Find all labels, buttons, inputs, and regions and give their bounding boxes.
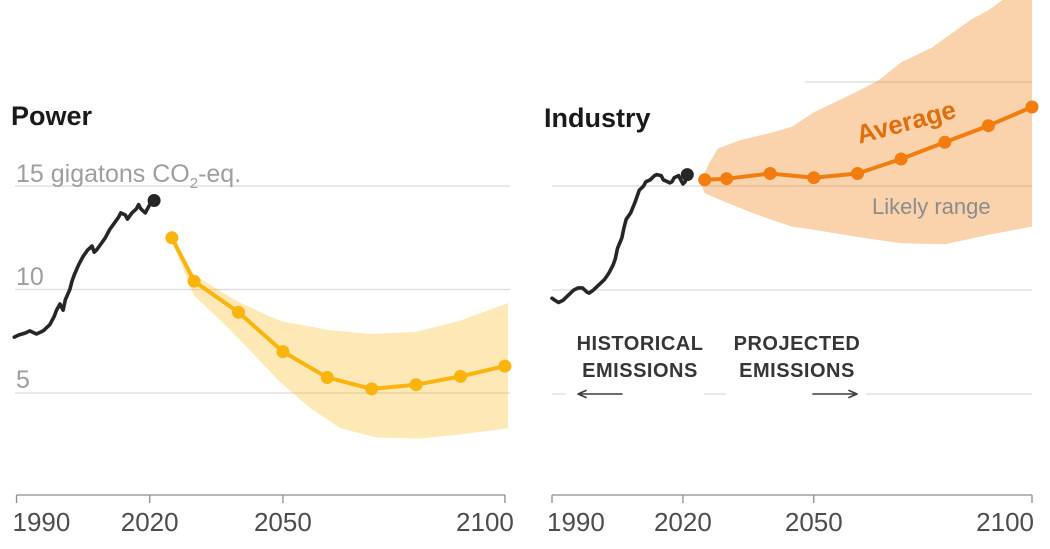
y-axis-label-subscript: 2 [189, 175, 199, 192]
historical-end-dot [147, 194, 161, 207]
historical-line [12, 198, 156, 339]
y-axis-label-post: -eq. [198, 160, 242, 188]
projection-dot [698, 173, 712, 187]
projection-dot [320, 371, 334, 384]
x-tick-label: 2100 [976, 507, 1034, 537]
y-axis-label-15-gigatons: 15 gigatons CO2-eq. [16, 160, 242, 192]
projection-dot [807, 171, 821, 185]
projection-dot [938, 135, 952, 149]
projection-dot [454, 369, 467, 383]
historical-emissions-line2: EMISSIONS [582, 360, 698, 382]
y-axis-label-5: 5 [16, 366, 30, 394]
x-tick-label: 2020 [654, 507, 712, 537]
projection-dot [981, 119, 995, 133]
x-tick-label: 2050 [785, 507, 843, 537]
projection-dot [720, 172, 734, 186]
y-axis-label-10: 10 [16, 263, 44, 291]
historical-end-dot [680, 168, 694, 182]
likely-range-label: Likely range [872, 194, 991, 219]
projection-dot [409, 378, 423, 392]
industry-panel-title: Industry [544, 103, 651, 133]
projection-dot [365, 382, 379, 396]
x-tick-label: 2020 [121, 507, 179, 537]
projected-right-arrow [812, 389, 858, 399]
projected-emissions-label: PROJECTED EMISSIONS [717, 331, 877, 385]
projection-dot [894, 152, 908, 166]
historical-emissions-label: HISTORICAL EMISSIONS [560, 331, 720, 385]
projected-emissions-line1: PROJECTED [733, 333, 861, 355]
y-axis-label-pre: 15 gigatons CO [16, 160, 190, 188]
likely-range-band [171, 235, 508, 439]
power-panel-title: Power [11, 101, 93, 131]
projection-dot [232, 305, 245, 319]
projected-emissions-line2: EMISSIONS [739, 360, 855, 382]
projection-dot [851, 167, 864, 180]
projection-dot [763, 167, 777, 180]
projection-dot [187, 274, 201, 288]
x-tick-label: 1990 [547, 507, 605, 537]
historical-line [550, 172, 690, 305]
likely-range-band [700, 0, 1032, 245]
x-tick-label: 2100 [456, 507, 514, 537]
projection-dot [276, 345, 290, 359]
power-panel: 1990 2020 2050 2100 [12, 185, 514, 537]
projection-dot [165, 231, 179, 245]
historical-left-arrow [577, 389, 623, 399]
x-tick-label: 2050 [254, 507, 312, 537]
industry-panel: 1990 2020 2050 2100 [547, 0, 1039, 537]
x-tick-label: 1990 [13, 507, 71, 537]
historical-emissions-line1: HISTORICAL [576, 333, 704, 355]
projection-dot [498, 359, 512, 373]
projection-dot [1025, 100, 1039, 114]
